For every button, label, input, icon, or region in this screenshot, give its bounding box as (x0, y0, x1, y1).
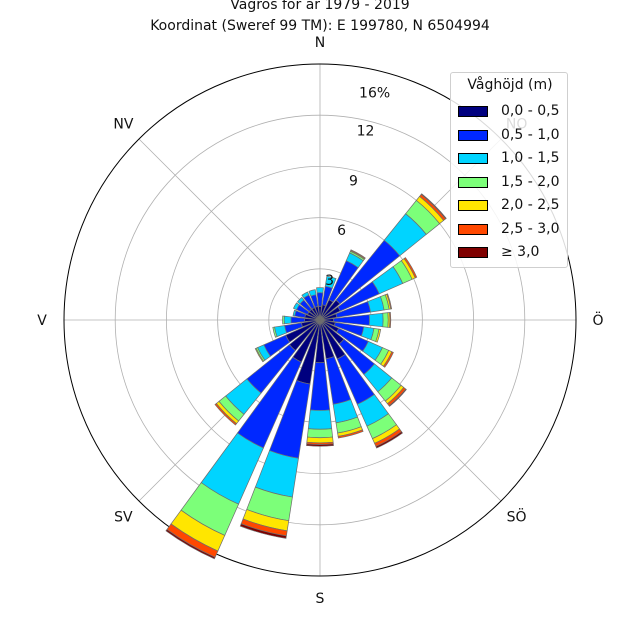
radial-tick-4: 16% (359, 86, 390, 102)
legend-swatch (458, 153, 488, 164)
bar-dir-315-bin-2 (296, 296, 305, 305)
legend-title: Våghöjd (m) (467, 77, 553, 93)
legend-swatch (458, 106, 488, 117)
bar-dir-225-bin-5 (214, 403, 237, 426)
bar-dir-285-bin-2 (292, 309, 297, 317)
direction-label-5: SV (114, 510, 133, 526)
bar-dir-270-bin-2 (283, 315, 292, 325)
wave-rose-bars (165, 193, 447, 560)
legend-label: 2,0 - 2,5 (501, 197, 560, 213)
bar-dir-180-bin-2 (307, 409, 333, 430)
radial-tick-1: 6 (337, 223, 346, 239)
bar-dir-90-bin-3 (382, 312, 389, 328)
direction-label-3: SÖ (507, 508, 527, 526)
legend-label: 0,5 - 1,0 (501, 126, 560, 143)
bar-dir-180-bin-1 (309, 362, 331, 411)
bar-dir-195-bin-6 (239, 523, 287, 539)
legend-label: ≥ 3,0 (501, 244, 540, 260)
bar-dir-165-bin-5 (337, 429, 364, 439)
bar-dir-45-bin-6 (420, 193, 447, 220)
legend: Våghöjd (m) 0,0 - 0,5 0,5 - 1,0 1,0 - 1,5 1… (450, 72, 568, 268)
bar-dir-135-bin-6 (388, 388, 407, 407)
legend-swatch (458, 129, 488, 141)
bar-dir-0-bin-1 (316, 292, 324, 307)
radial-tick-0: 3 (325, 273, 334, 289)
bar-dir-15-bin-2 (324, 275, 337, 289)
legend-label: 1,5 - 2,0 (501, 173, 560, 190)
bar-dir-255-bin-3 (272, 326, 278, 338)
bar-dir-240-bin-4 (254, 347, 264, 363)
chart-subtitle: Koordinat (Sweref 99 TM): E 199780, N 65… (150, 18, 490, 34)
legend-swatch (458, 223, 488, 235)
direction-label-4: S (316, 591, 325, 607)
direction-label-7: NV (113, 116, 133, 132)
radial-tick-labels: 3 6 9 12 16% (325, 86, 390, 289)
direction-label-0: N (315, 35, 325, 51)
bar-dir-75-bin-5 (386, 293, 393, 310)
outer-frame (63, 63, 577, 577)
legend-swatch (458, 200, 488, 211)
bar-dir-210-bin-6 (165, 528, 216, 560)
bar-dir-120-bin-5 (382, 351, 394, 368)
legend-swatch (458, 247, 488, 258)
bar-dir-90-bin-5 (389, 312, 392, 328)
grid-spoke-7 (138, 138, 321, 321)
legend-label: 1,0 - 1,5 (501, 150, 560, 166)
bar-dir-0-bin-2 (316, 287, 324, 294)
bar-dir-60-bin-5 (403, 257, 418, 279)
bar-dir-270-bin-1 (290, 316, 306, 324)
bar-dir-105-bin-4 (375, 328, 382, 343)
direction-label-2: Ö (592, 311, 603, 329)
legend-swatch (458, 176, 488, 188)
bar-dir-330-bin-2 (301, 291, 310, 299)
direction-labels: NNOÖSÖSSVVNV (37, 35, 603, 607)
bar-dir-180-bin-6 (306, 443, 334, 447)
legend-label: 0,0 - 0,5 (501, 103, 560, 119)
direction-label-6: V (37, 313, 47, 329)
bar-dir-270-bin-3 (282, 315, 285, 325)
radial-tick-3: 12 (357, 124, 375, 140)
legend-label: 2,5 - 3,0 (501, 220, 560, 237)
chart-title: Vågros för år 1979 - 2019 (230, 0, 410, 13)
bar-dir-345-bin-2 (308, 289, 317, 297)
bar-dir-30-bin-5 (350, 249, 366, 260)
bar-dir-180-bin-3 (306, 428, 334, 439)
bar-dir-300-bin-2 (292, 302, 300, 311)
bar-dir-180-bin-4 (306, 436, 334, 444)
bar-dir-150-bin-6 (375, 431, 404, 449)
bar-dir-90-bin-2 (368, 312, 384, 328)
radial-tick-2: 9 (349, 173, 358, 189)
